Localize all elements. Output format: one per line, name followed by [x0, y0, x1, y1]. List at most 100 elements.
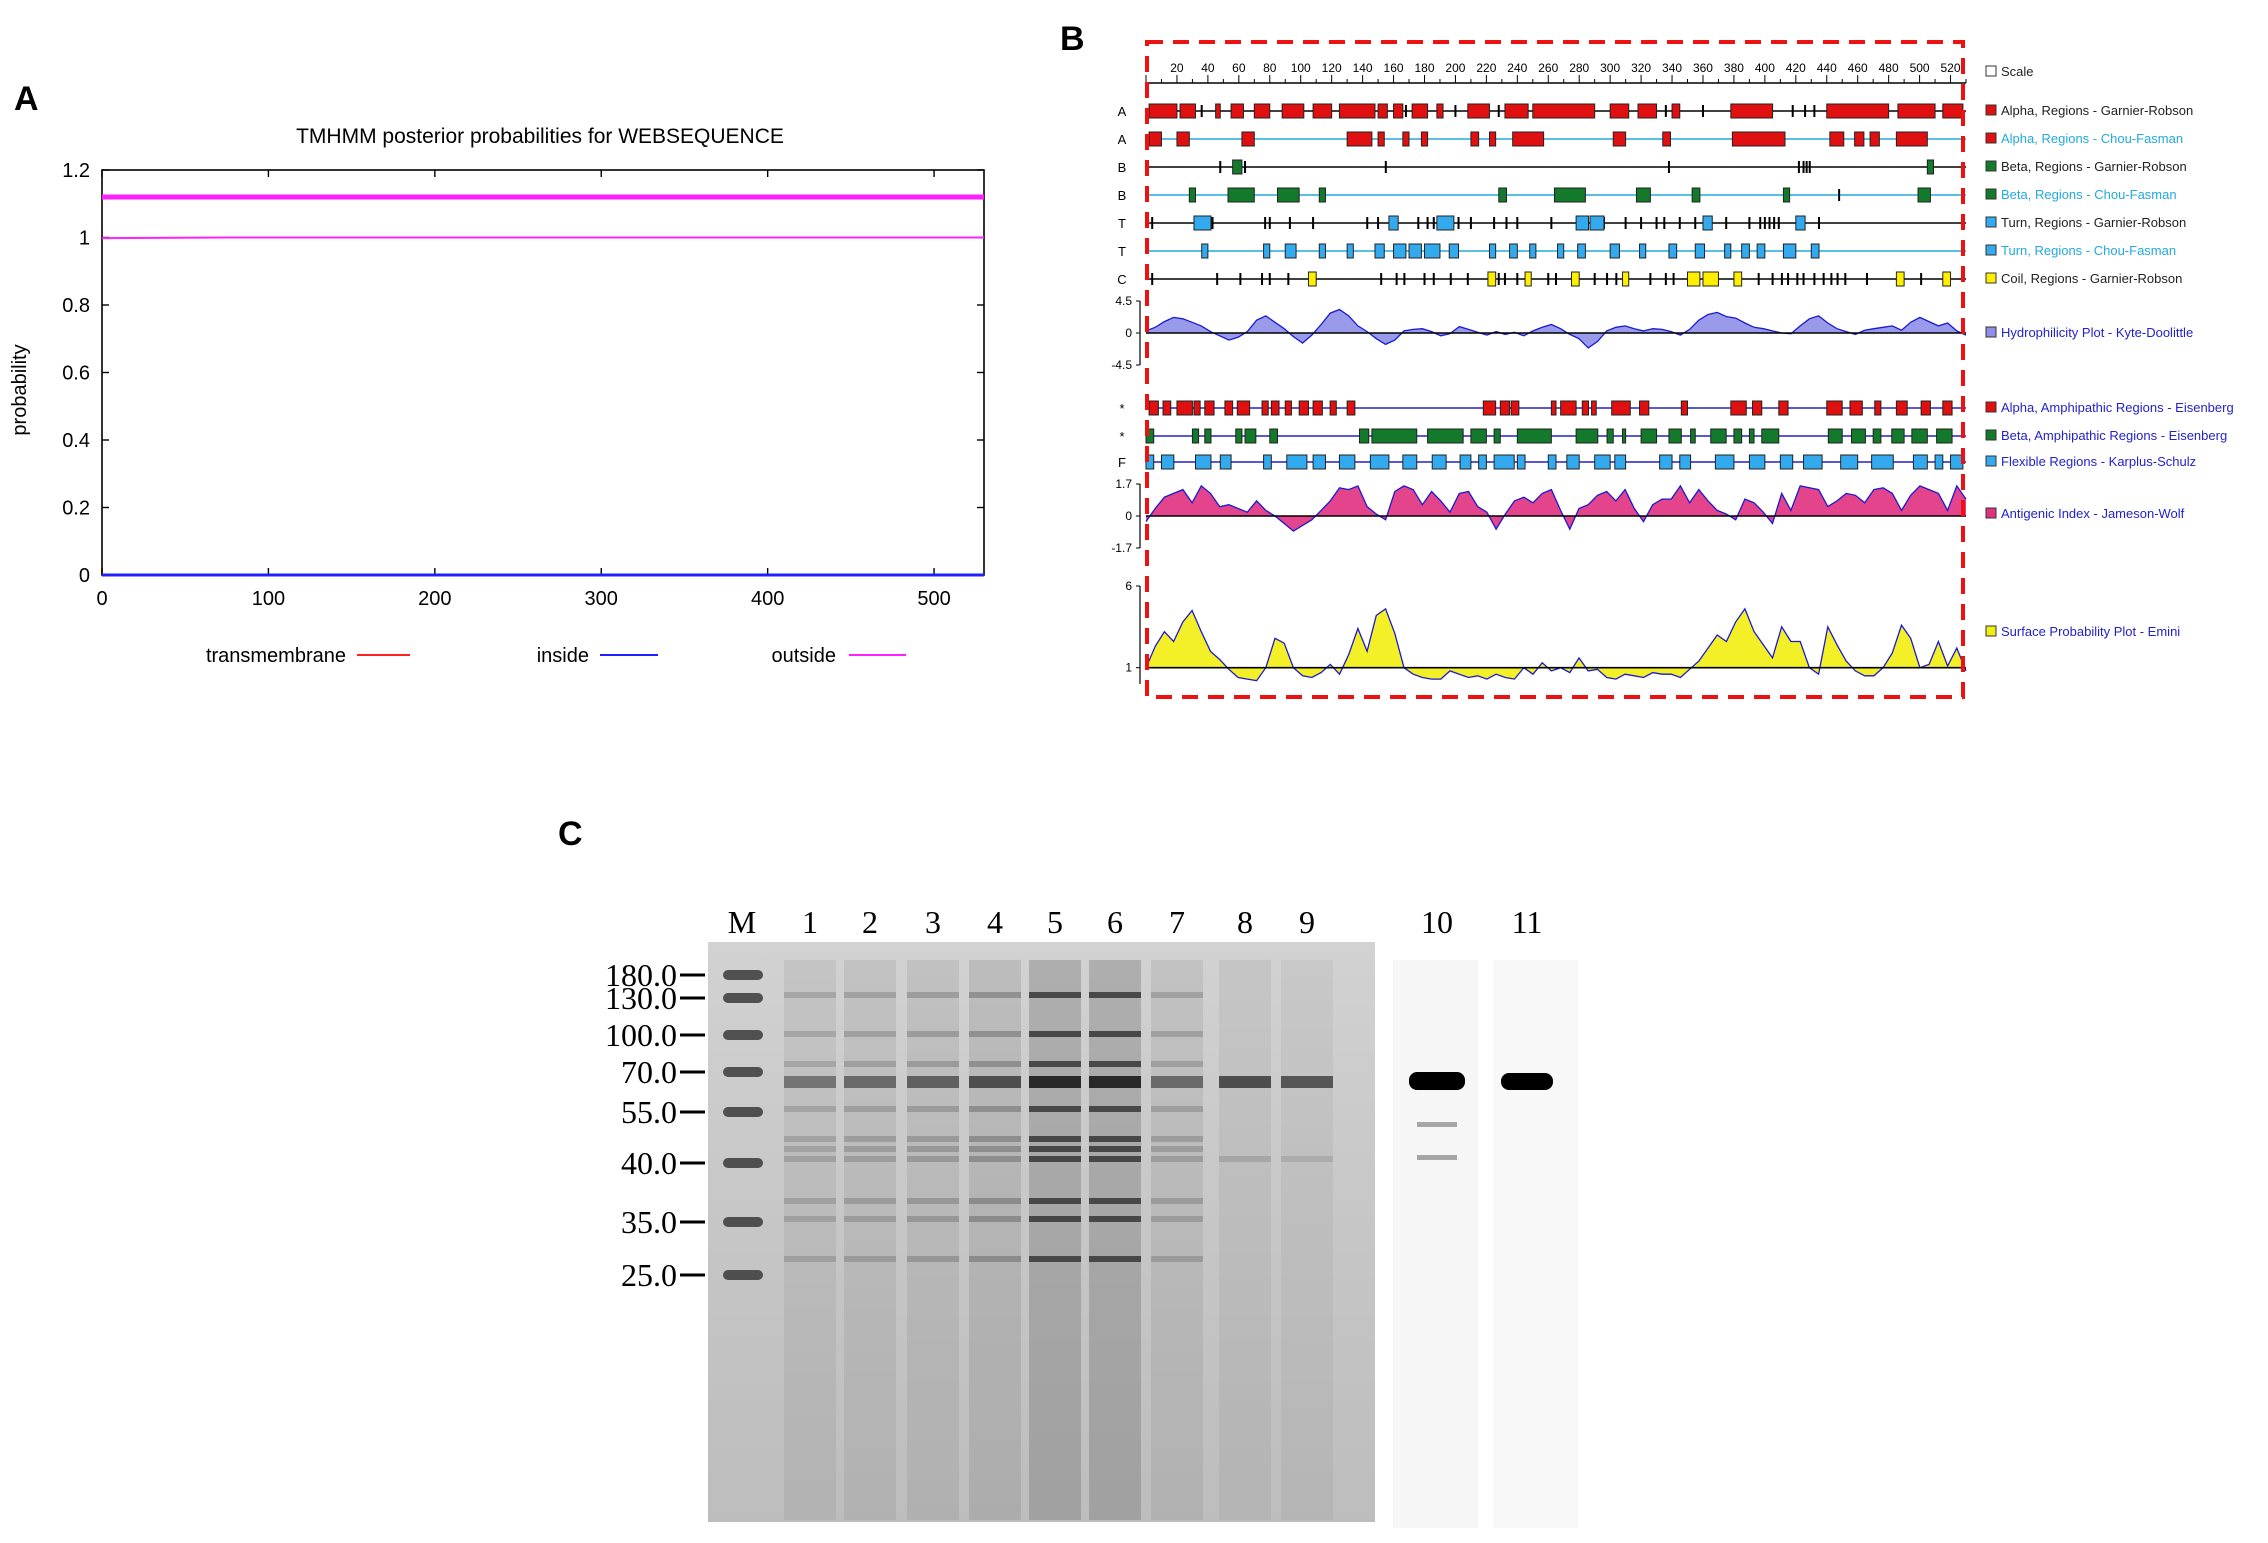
track-region-block — [1926, 159, 1935, 175]
lane-label: 3 — [925, 904, 941, 940]
ladder-band — [723, 970, 763, 980]
track-region-block — [1482, 400, 1497, 416]
protein-band — [969, 1198, 1021, 1204]
legend-swatch — [1985, 455, 1997, 467]
legend-label: Turn, Regions - Chou-Fasman — [2001, 243, 2176, 258]
track-region-block — [1436, 215, 1455, 231]
track-region-block — [1778, 400, 1789, 416]
y-tick-label: 0.2 — [62, 498, 90, 520]
track-region-block — [1622, 271, 1630, 287]
track-region-block — [1423, 243, 1441, 259]
x-ticks: 0 100 200 300 400 500 — [96, 170, 951, 610]
track-code: F — [1118, 455, 1126, 470]
lane-label: 9 — [1299, 904, 1315, 940]
protein-band — [844, 1156, 896, 1162]
protein-band — [1151, 1146, 1203, 1152]
track-region-block — [1532, 103, 1596, 119]
track-region-block — [1236, 400, 1251, 416]
track-region-block — [1874, 400, 1882, 416]
track-region-block — [1215, 103, 1221, 119]
area-axis-label: 1.7 — [1115, 477, 1132, 491]
protein-band — [784, 1256, 836, 1262]
track-region-block — [1329, 400, 1337, 416]
track-region-block — [1270, 400, 1280, 416]
track-region-block — [1570, 271, 1580, 287]
track-region-block — [1224, 400, 1234, 416]
protein-band — [1151, 1076, 1203, 1088]
track-region-block — [1680, 400, 1689, 416]
track-region-block — [1869, 131, 1880, 147]
protein-band — [784, 1076, 836, 1088]
track-region-block — [1467, 103, 1490, 119]
protein-band — [1219, 1156, 1271, 1162]
track-region-block — [1312, 103, 1333, 119]
lane-label: 6 — [1107, 904, 1123, 940]
protein-band — [1151, 992, 1203, 998]
lane-label: M — [728, 904, 756, 940]
area-axis-label: 0 — [1125, 326, 1132, 340]
track-region-block — [1377, 103, 1388, 119]
track-region-block — [1639, 400, 1650, 416]
track-region-block — [1779, 454, 1794, 470]
scale-axis: 20 40 60 80 100 120 140 160 180 200 220 240 260 280 30… — [1145, 61, 1967, 84]
track-region-block — [1849, 400, 1863, 416]
track-code: B — [1118, 160, 1127, 175]
track-region-block — [1307, 271, 1317, 287]
track-region-block — [1702, 271, 1719, 287]
y-tick-label: 0.6 — [62, 363, 90, 385]
protein-band — [969, 1106, 1021, 1112]
legend-label: Alpha, Regions - Chou-Fasman — [2001, 131, 2183, 146]
protein-band — [844, 1031, 896, 1037]
track-region-block — [1478, 454, 1487, 470]
track-region-block — [1371, 428, 1418, 444]
track-region-block — [1612, 131, 1627, 147]
track-region-block — [1512, 131, 1545, 147]
area-axis-label: 6 — [1125, 579, 1132, 593]
ladder-band — [723, 993, 763, 1003]
track-region-block — [1702, 215, 1713, 231]
scale-tick-label: 140 — [1353, 61, 1373, 75]
track-region-block — [1427, 428, 1464, 444]
legend-label: Coil, Regions - Garnier-Robson — [2001, 271, 2182, 286]
scale-tick-label: 60 — [1232, 61, 1246, 75]
track-region-block — [1281, 103, 1305, 119]
legend-label: Flexible Regions - Karplus-Schulz — [2001, 454, 2196, 469]
panel-label-a: A — [14, 80, 39, 118]
track-region-block — [1942, 271, 1952, 287]
marker-label: 40.0 — [621, 1145, 677, 1181]
protein-band — [907, 1136, 959, 1142]
ladder-band — [723, 1067, 763, 1077]
track-region-block — [1312, 400, 1323, 416]
track-region-block — [1609, 243, 1620, 259]
protein-band — [1089, 1061, 1141, 1067]
track-region-block — [1509, 243, 1518, 259]
x-tick-label: 400 — [751, 588, 784, 610]
protein-feature-svg: 20 40 60 80 100 120 140 160 180 200 220 240 260 280 30… — [1111, 40, 2234, 699]
track-region-block — [1204, 428, 1212, 444]
coomassie-gel — [708, 942, 1375, 1522]
protein-band — [1029, 1256, 1081, 1262]
scale-tick-label: 360 — [1693, 61, 1713, 75]
track-region-block — [1851, 428, 1866, 444]
lane-label: 2 — [862, 904, 878, 940]
protein-band — [1029, 1061, 1081, 1067]
legend: transmembrane inside outside — [206, 645, 906, 667]
scale-tick-label: 300 — [1600, 61, 1620, 75]
track-region-block — [1448, 243, 1460, 259]
track-region-block — [1560, 400, 1577, 416]
legend-swatch — [1985, 188, 1997, 200]
track-region-block — [1235, 428, 1243, 444]
western-faint-band — [1417, 1155, 1457, 1160]
track-region-block — [1261, 400, 1269, 416]
track-region-block — [1611, 400, 1631, 416]
protein-band — [1089, 1031, 1141, 1037]
protein-band — [1151, 1156, 1203, 1162]
protein-band — [1029, 1076, 1081, 1088]
track-region-block — [1942, 103, 1964, 119]
track-region-block — [1374, 243, 1385, 259]
protein-band — [969, 1146, 1021, 1152]
protein-band — [844, 1256, 896, 1262]
track-region-block — [1148, 400, 1159, 416]
track-region-block — [1411, 103, 1429, 119]
track-region-block — [1369, 454, 1390, 470]
